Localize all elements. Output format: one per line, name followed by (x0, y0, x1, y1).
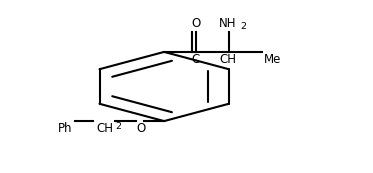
Text: Ph: Ph (58, 122, 73, 135)
Text: 2: 2 (115, 122, 121, 131)
Text: Me: Me (264, 53, 281, 66)
Text: CH: CH (96, 122, 113, 135)
Text: C: C (192, 53, 200, 66)
Text: CH: CH (220, 53, 237, 66)
Text: O: O (191, 17, 200, 30)
Text: 2: 2 (240, 22, 246, 31)
Text: NH: NH (219, 17, 236, 30)
Text: O: O (137, 122, 145, 135)
